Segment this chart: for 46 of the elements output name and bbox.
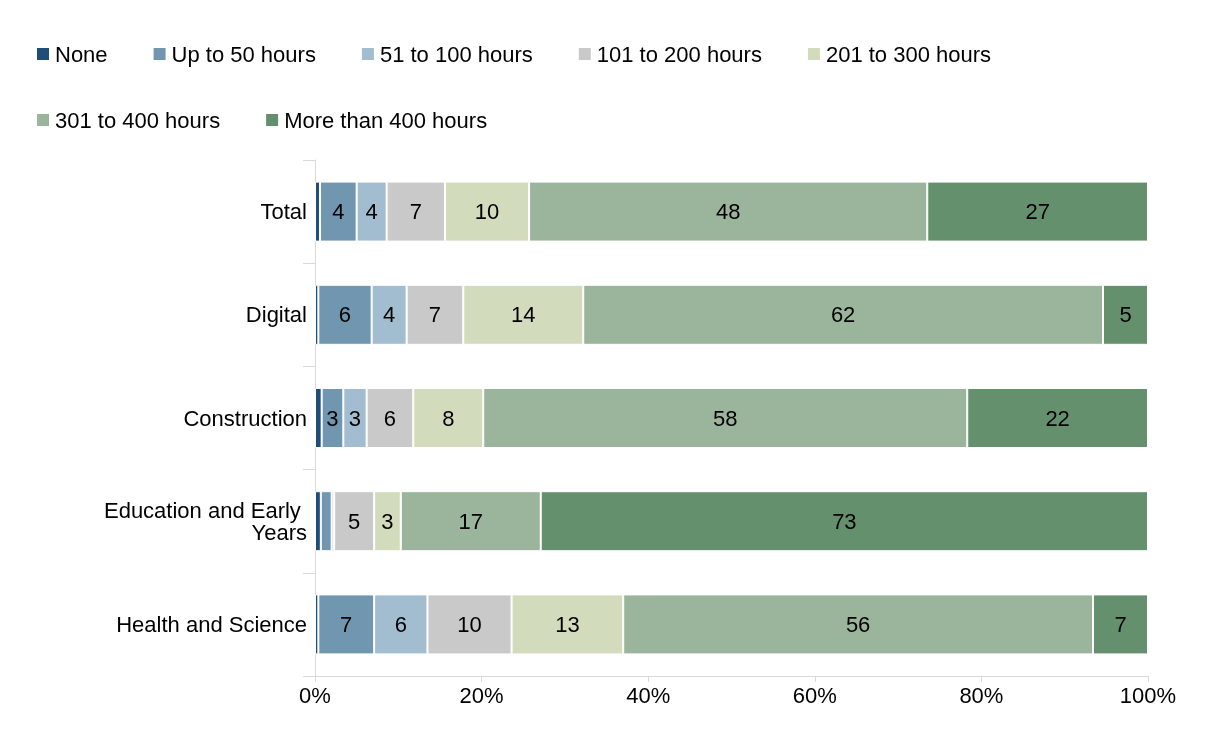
legend-label: 101 to 200 hours — [596, 41, 762, 67]
y-tick-label: Total — [260, 199, 307, 225]
data-label: 6 — [394, 611, 407, 637]
legend-label: None — [55, 41, 108, 67]
data-label: 4 — [383, 302, 396, 328]
data-label: 3 — [348, 405, 362, 431]
legend-label: Up to 50 hours — [171, 41, 316, 67]
data-label: 56 — [845, 611, 871, 637]
data-label: 48 — [715, 199, 741, 225]
data-label: 7 — [409, 199, 422, 225]
x-tick-label: 40% — [626, 682, 671, 708]
data-label: 7 — [340, 611, 353, 637]
data-label: 4 — [332, 199, 345, 225]
legend-label: 51 to 100 hours — [379, 41, 533, 67]
data-label: 6 — [383, 405, 397, 431]
data-label: 62 — [830, 302, 856, 328]
data-label: 22 — [1045, 405, 1070, 431]
y-tick-label: Education and Early Years — [103, 497, 307, 545]
data-label: 8 — [442, 405, 455, 431]
data-label: 6 — [338, 302, 352, 328]
x-tick-label: 80% — [959, 682, 1004, 708]
x-tick-label: 20% — [459, 682, 504, 708]
y-tick-label: Construction — [183, 405, 307, 431]
legend-label: 201 to 300 hours — [825, 41, 992, 67]
data-label: 10 — [474, 199, 500, 225]
data-label: 5 — [348, 508, 361, 534]
x-tick-label: 100% — [1119, 682, 1177, 708]
x-tick-label: 0% — [299, 682, 331, 708]
y-tick-label: Health and Science — [116, 611, 307, 637]
legend-label: 301 to 400 hours — [55, 107, 221, 133]
data-label: 73 — [832, 508, 857, 534]
data-label: 5 — [1119, 302, 1132, 328]
x-tick-label: 60% — [792, 682, 837, 708]
data-label: 27 — [1025, 199, 1050, 225]
data-label: 17 — [458, 508, 484, 534]
data-label: 7 — [1114, 611, 1127, 637]
y-tick-label: Digital — [245, 302, 307, 328]
data-label: 4 — [365, 199, 378, 225]
data-label: 58 — [713, 405, 738, 431]
data-label: 10 — [457, 611, 482, 637]
data-label: 3 — [326, 405, 339, 431]
data-label: 7 — [428, 302, 442, 328]
data-label: 14 — [511, 302, 536, 328]
legend-label: More than 400 hours — [284, 107, 488, 133]
data-label: 13 — [555, 611, 580, 637]
data-label: 3 — [381, 508, 394, 534]
